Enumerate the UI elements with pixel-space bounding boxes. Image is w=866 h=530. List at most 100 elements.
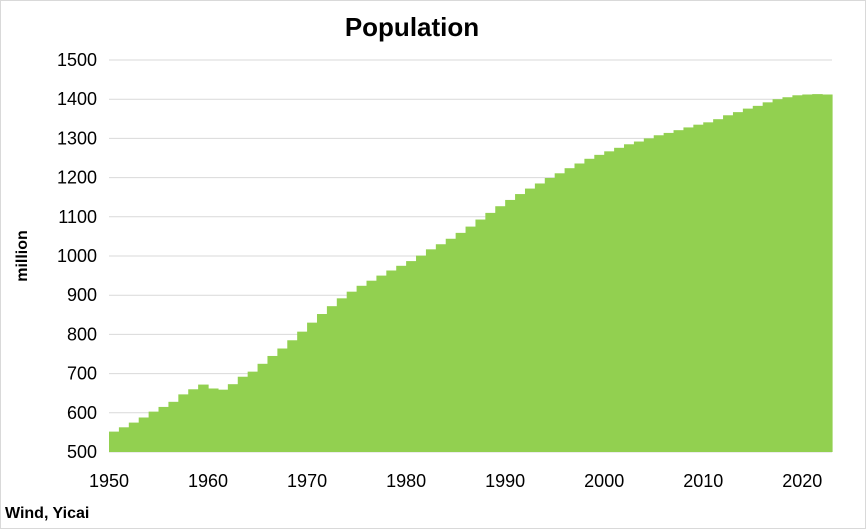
bar-1994: [544, 177, 556, 452]
bar-2013: [732, 112, 744, 453]
bar-1972: [326, 306, 338, 452]
bar-1982: [425, 249, 437, 452]
bar-1975: [356, 285, 368, 452]
bars-group: [109, 94, 833, 453]
bar-1978: [386, 270, 397, 452]
y-tick-label: 1400: [57, 89, 97, 109]
bar-2002: [624, 144, 635, 452]
x-tick-label: 1990: [485, 471, 525, 491]
bar-1963: [237, 376, 249, 452]
bar-2018: [782, 97, 793, 453]
bar-1986: [465, 226, 477, 452]
x-tick-label: 2010: [683, 471, 723, 491]
bar-1958: [188, 389, 199, 452]
bar-2011: [713, 119, 724, 452]
bar-1971: [316, 314, 328, 452]
bar-1998: [584, 158, 595, 452]
bar-1953: [138, 417, 150, 452]
x-tick-label: 2000: [584, 471, 624, 491]
bar-1988: [485, 212, 496, 452]
bar-1989: [495, 206, 506, 452]
bar-1997: [574, 163, 585, 452]
x-tick-label: 1980: [386, 471, 426, 491]
bar-2022: [822, 94, 833, 452]
y-tick-label: 1200: [57, 168, 97, 188]
bar-1970: [307, 322, 318, 452]
bar-2008: [683, 127, 694, 452]
bar-2000: [604, 151, 615, 452]
bar-2004: [643, 138, 655, 452]
y-tick-label: 600: [67, 403, 97, 423]
bar-1956: [168, 401, 179, 452]
bar-1960: [208, 388, 219, 452]
bar-2021: [812, 94, 823, 452]
bar-1968: [287, 340, 298, 452]
bar-1983: [435, 244, 447, 452]
chart-title: Population: [345, 12, 479, 42]
x-tick-label: 1950: [89, 471, 129, 491]
bar-1957: [178, 394, 189, 452]
bar-1981: [416, 255, 427, 452]
y-tick-label: 1300: [57, 128, 97, 148]
bar-2017: [772, 99, 784, 452]
bar-1952: [128, 422, 140, 452]
x-axis-ticks: 1950 1960 1970 1980 1990 2000 2010 2020: [89, 471, 822, 491]
bar-1984: [445, 238, 457, 452]
y-tick-label: 500: [67, 442, 97, 462]
bar-2010: [703, 122, 714, 452]
bar-2015: [752, 105, 764, 452]
bar-1996: [564, 168, 576, 452]
bar-1964: [247, 371, 259, 452]
bar-1993: [534, 183, 546, 453]
x-tick-label: 1960: [188, 471, 228, 491]
bar-1969: [297, 331, 308, 452]
bar-1954: [148, 411, 160, 452]
bar-2016: [762, 102, 774, 452]
y-axis-ticks: 500 600 700 800 900 1000 1100 1200 1300 1400 1500: [57, 50, 97, 462]
x-tick-label: 2020: [782, 471, 822, 491]
bar-2014: [742, 108, 754, 452]
bar-1985: [455, 232, 467, 452]
bar-1955: [158, 406, 170, 452]
bar-1990: [505, 199, 516, 452]
bar-1980: [406, 261, 417, 452]
y-tick-label: 1000: [57, 246, 97, 266]
y-tick-label: 700: [67, 364, 97, 384]
bar-1965: [257, 363, 269, 452]
bar-1977: [376, 275, 387, 452]
bar-1987: [475, 219, 486, 452]
bar-2012: [723, 115, 734, 452]
bar-1999: [594, 154, 605, 452]
bar-1966: [267, 355, 278, 452]
bar-1991: [515, 194, 526, 452]
bar-1959: [198, 384, 209, 452]
bar-1973: [336, 298, 348, 452]
bar-1951: [118, 427, 130, 452]
y-tick-label: 800: [67, 324, 97, 344]
bar-2001: [614, 147, 625, 453]
bar-1995: [554, 173, 566, 452]
y-tick-label: 900: [67, 285, 97, 305]
bar-2009: [693, 124, 704, 453]
y-tick-label: 1500: [57, 50, 97, 70]
bar-2003: [633, 141, 645, 452]
bar-1979: [396, 265, 407, 452]
y-axis-title: million: [14, 230, 31, 282]
bar-1974: [346, 291, 358, 452]
bar-1961: [217, 389, 229, 452]
bar-1950: [109, 431, 120, 452]
bar-1976: [366, 280, 378, 452]
bar-1992: [524, 188, 536, 453]
bar-2007: [673, 130, 685, 452]
y-tick-label: 1100: [58, 207, 97, 227]
bar-1962: [227, 384, 239, 452]
bar-2019: [792, 95, 803, 452]
bar-2006: [663, 132, 675, 453]
bar-2005: [653, 135, 665, 453]
source-note: Wind, Yicai: [5, 505, 89, 522]
bar-1967: [277, 348, 288, 452]
x-tick-label: 1970: [287, 471, 327, 491]
bar-2020: [802, 94, 813, 452]
